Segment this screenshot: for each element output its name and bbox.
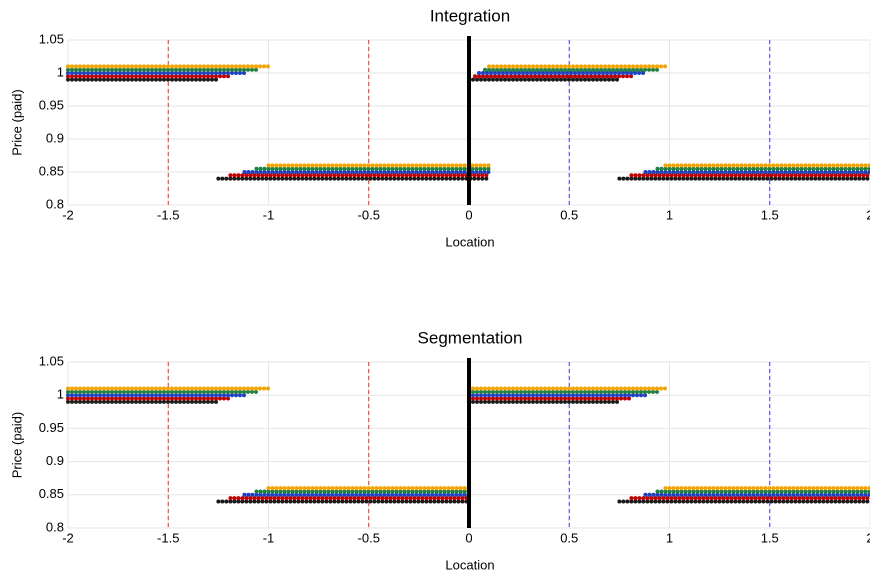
price-band xyxy=(66,67,870,171)
x-tick-label: 2 xyxy=(866,530,870,545)
y-tick-label: 0.9 xyxy=(46,453,64,468)
chart-title: Integration xyxy=(430,6,510,25)
y-tick-label: 0.85 xyxy=(39,486,64,501)
y-tick-label: 0.8 xyxy=(46,196,64,211)
x-axis-label: Location xyxy=(445,557,494,572)
x-tick-label: -1.5 xyxy=(157,207,179,222)
x-tick-label: -0.5 xyxy=(358,207,380,222)
x-tick-label: -1 xyxy=(263,530,275,545)
x-tick-label: 0.5 xyxy=(560,530,578,545)
x-tick-label: -0.5 xyxy=(358,530,380,545)
chart-title: Segmentation xyxy=(418,328,523,347)
x-tick-label: -1.5 xyxy=(157,530,179,545)
y-axis-label: Price (paid) xyxy=(9,412,24,478)
y-tick-label: 0.8 xyxy=(46,519,64,534)
price-band xyxy=(66,64,870,168)
price-band xyxy=(66,389,870,494)
price-band xyxy=(66,386,870,491)
x-tick-label: -1 xyxy=(263,207,275,222)
x-tick-label: 0 xyxy=(465,207,472,222)
price-band xyxy=(66,71,870,174)
x-tick-label: 2 xyxy=(866,207,870,222)
y-tick-label: 0.85 xyxy=(39,163,64,178)
y-tick-label: 1 xyxy=(57,64,64,79)
x-tick-label: -2 xyxy=(62,207,74,222)
price-band xyxy=(66,74,870,178)
y-axis-label: Price (paid) xyxy=(9,89,24,155)
x-tick-label: 0.5 xyxy=(560,207,578,222)
x-tick-label: 1 xyxy=(666,530,673,545)
y-tick-label: 1 xyxy=(57,387,64,402)
price-band xyxy=(66,399,870,504)
y-tick-label: 0.9 xyxy=(46,130,64,145)
y-tick-label: 0.95 xyxy=(39,420,64,435)
x-tick-label: 1.5 xyxy=(761,530,779,545)
y-tick-label: 1.05 xyxy=(39,31,64,46)
price-band xyxy=(66,393,870,497)
price-band xyxy=(66,396,870,501)
x-axis-label: Location xyxy=(445,234,494,249)
y-tick-label: 1.05 xyxy=(39,353,64,368)
x-tick-label: 1 xyxy=(666,207,673,222)
x-tick-label: 0 xyxy=(465,530,472,545)
y-tick-label: 0.95 xyxy=(39,97,64,112)
x-tick-label: 1.5 xyxy=(761,207,779,222)
x-tick-label: -2 xyxy=(62,530,74,545)
price-band xyxy=(66,77,870,181)
